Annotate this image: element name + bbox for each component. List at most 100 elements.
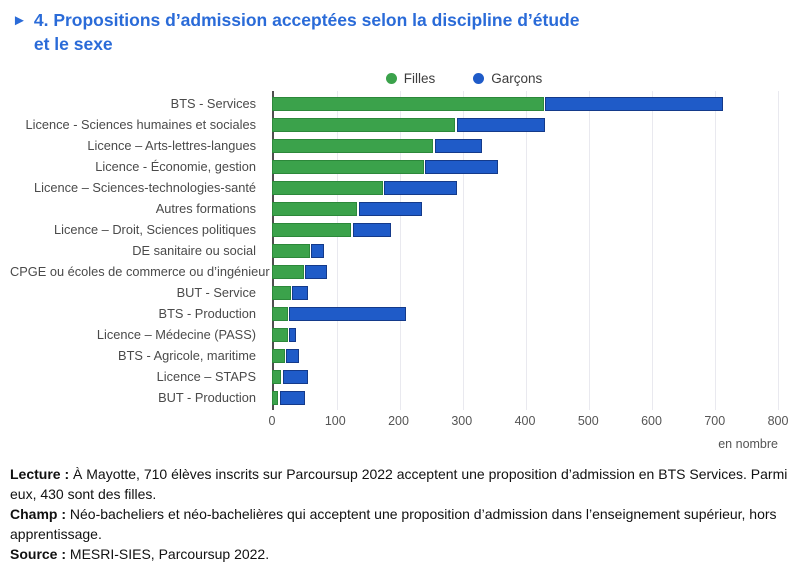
x-tick-label: 100 xyxy=(324,414,346,428)
x-tick-label: 300 xyxy=(451,414,473,428)
chart-row: Licence - Économie, gestion xyxy=(10,156,778,177)
bar-track xyxy=(272,159,778,174)
legend-label: Filles xyxy=(403,71,436,86)
note-source-label: Source : xyxy=(10,546,67,563)
figure-title: ► 4. Propositions d’admission acceptées … xyxy=(10,8,790,56)
bar-segment-garcons xyxy=(352,222,391,237)
category-label: Licence – Sciences-technologies-santé xyxy=(34,180,256,195)
legend-dot-icon xyxy=(473,73,485,84)
bar-track xyxy=(272,264,778,279)
chart-row: BTS - Production xyxy=(10,303,778,324)
bar-track xyxy=(272,96,778,111)
legend-label: Garçons xyxy=(491,71,543,86)
bar-segment-garcons xyxy=(434,138,483,153)
bar-segment-filles xyxy=(272,348,285,363)
title-line2: et le sexe xyxy=(33,34,113,54)
gridline xyxy=(715,91,716,410)
category-label: BUT - Production xyxy=(158,390,256,405)
bar-segment-garcons xyxy=(289,327,296,342)
bar-segment-filles xyxy=(272,369,282,384)
bar-segment-garcons xyxy=(279,390,306,405)
chart-row: Autres formations xyxy=(10,198,778,219)
gridline xyxy=(778,91,779,410)
chart-row: BTS - Services xyxy=(10,93,778,114)
bar-segment-garcons xyxy=(425,159,499,174)
chart-row: CPGE ou écoles de commerce ou d’ingénieu… xyxy=(10,261,778,282)
bar-segment-filles xyxy=(272,306,288,321)
bar-track xyxy=(272,306,778,321)
x-tick-label: 400 xyxy=(514,414,536,428)
bar-segment-filles xyxy=(272,201,358,216)
bar-segment-filles xyxy=(272,117,456,132)
gridline xyxy=(400,91,401,410)
title-arrow-icon: ► xyxy=(12,12,27,29)
chart-row: BUT - Service xyxy=(10,282,778,303)
chart-row: BTS - Agricole, maritime xyxy=(10,345,778,366)
x-tick-label: 600 xyxy=(641,414,662,428)
gridline xyxy=(589,91,590,410)
chart-row: BUT - Production xyxy=(10,387,778,408)
bar-segment-garcons xyxy=(358,201,423,216)
bar-segment-garcons xyxy=(311,243,325,258)
x-tick-label: 200 xyxy=(388,414,409,428)
category-label: BUT - Service xyxy=(176,285,256,300)
category-label: CPGE ou écoles de commerce ou d’ingénieu… xyxy=(10,264,270,279)
category-label: Licence – STAPS xyxy=(156,369,256,384)
bar-track xyxy=(272,243,778,258)
note-lecture: Lecture : À Mayotte, 710 élèves inscrits… xyxy=(10,464,792,504)
chart-row: Licence – STAPS xyxy=(10,366,778,387)
note-source-text: MESRI-SIES, Parcoursup 2022. xyxy=(66,546,270,563)
gridline xyxy=(652,91,653,410)
legend-item: Garçons xyxy=(473,71,542,86)
category-label: Licence – Arts-lettres-langues xyxy=(87,138,256,153)
bar-segment-garcons xyxy=(289,306,407,321)
bar-segment-garcons xyxy=(456,117,546,132)
x-tick-label: 800 xyxy=(767,414,789,428)
bar-segment-filles xyxy=(272,264,304,279)
category-label: DE sanitaire ou social xyxy=(132,243,256,258)
bar-segment-filles xyxy=(272,96,544,111)
bar-track xyxy=(272,180,778,195)
note-champ: Champ : Néo-bacheliers et néo-bachelière… xyxy=(10,504,792,544)
bar-segment-garcons xyxy=(305,264,328,279)
chart-row: Licence - Sciences humaines et sociales xyxy=(10,114,778,135)
bar-track xyxy=(272,369,778,384)
x-axis: 0 100 200 300 400 500 600 700 800 xyxy=(268,414,789,431)
chart-row: Licence – Sciences-technologies-santé xyxy=(10,177,778,198)
category-label: Licence - Sciences humaines et sociales xyxy=(25,117,256,132)
chart-row: Licence – Droit, Sciences politiques xyxy=(10,219,778,240)
bar-segment-garcons xyxy=(286,348,299,363)
bar-track xyxy=(272,138,778,153)
gridline xyxy=(526,91,527,410)
x-tick-label: 0 xyxy=(268,414,276,428)
bar-track xyxy=(272,327,778,342)
bar-segment-filles xyxy=(272,159,424,174)
note-champ-text: Néo-bacheliers et néo-bachelières qui ac… xyxy=(10,506,777,543)
category-label: Autres formations xyxy=(155,201,256,216)
bar-segment-filles xyxy=(272,327,288,342)
bar-track xyxy=(272,348,778,363)
title-text: 4. Propositions d’admission acceptées se… xyxy=(34,8,580,56)
bar-segment-garcons xyxy=(384,180,457,195)
x-unit-label: en nombre xyxy=(718,437,778,451)
note-source: Source : MESRI-SIES, Parcoursup 2022. xyxy=(10,544,792,564)
bar-segment-garcons xyxy=(545,96,723,111)
bar-segment-filles xyxy=(272,180,383,195)
category-label: Licence - Économie, gestion xyxy=(95,159,256,174)
note-lecture-text: À Mayotte, 710 élèves inscrits sur Parco… xyxy=(10,466,788,503)
note-lecture-label: Lecture : xyxy=(10,466,70,482)
chart-rows: BTS - Services Licence - Sciences humaine… xyxy=(10,91,790,410)
bar-track xyxy=(272,285,778,300)
legend: Filles Garçons xyxy=(74,71,800,86)
category-label: BTS - Services xyxy=(170,96,256,111)
chart-row: Licence – Arts-lettres-langues xyxy=(10,135,778,156)
bar-track xyxy=(272,390,778,405)
bar-segment-garcons xyxy=(292,285,309,300)
x-tick-label: 500 xyxy=(577,414,599,428)
figure-notes: Lecture : À Mayotte, 710 élèves inscrits… xyxy=(10,464,792,564)
bar-segment-filles xyxy=(272,243,310,258)
note-champ-label: Champ : xyxy=(10,506,66,523)
bar-track xyxy=(272,222,778,237)
legend-item: Filles xyxy=(385,71,436,86)
